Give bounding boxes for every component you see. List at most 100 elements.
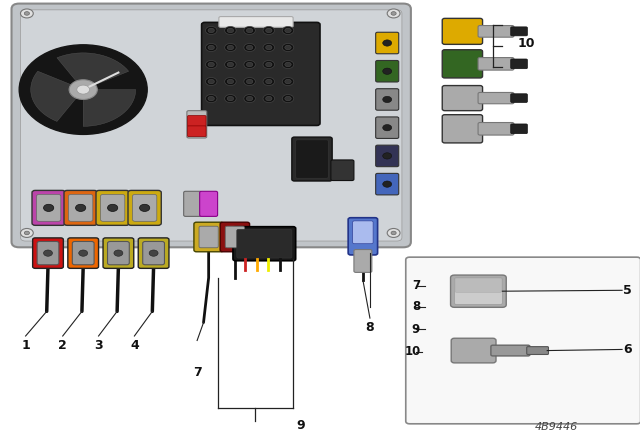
- FancyBboxPatch shape: [237, 229, 292, 258]
- FancyBboxPatch shape: [194, 222, 223, 252]
- Circle shape: [227, 45, 234, 50]
- Circle shape: [285, 79, 291, 84]
- FancyBboxPatch shape: [103, 238, 134, 268]
- Circle shape: [383, 96, 392, 103]
- FancyBboxPatch shape: [451, 275, 506, 307]
- Text: 1: 1: [21, 339, 30, 353]
- FancyBboxPatch shape: [406, 257, 640, 424]
- FancyBboxPatch shape: [331, 160, 354, 181]
- FancyBboxPatch shape: [442, 86, 483, 111]
- Text: 9: 9: [412, 323, 420, 336]
- FancyBboxPatch shape: [132, 194, 157, 221]
- Circle shape: [108, 204, 118, 211]
- FancyBboxPatch shape: [527, 347, 548, 354]
- Circle shape: [383, 68, 392, 74]
- Circle shape: [20, 9, 33, 18]
- FancyBboxPatch shape: [442, 115, 483, 143]
- Circle shape: [246, 28, 253, 33]
- Text: 10: 10: [517, 37, 534, 51]
- FancyBboxPatch shape: [376, 32, 399, 54]
- Circle shape: [227, 28, 234, 33]
- Circle shape: [208, 79, 214, 84]
- FancyBboxPatch shape: [454, 278, 502, 305]
- Circle shape: [208, 62, 214, 67]
- Circle shape: [263, 95, 275, 103]
- FancyBboxPatch shape: [187, 111, 207, 138]
- FancyBboxPatch shape: [442, 50, 483, 78]
- Text: 8: 8: [412, 300, 420, 314]
- Circle shape: [244, 78, 255, 86]
- Text: 8: 8: [365, 320, 374, 334]
- FancyBboxPatch shape: [188, 116, 206, 126]
- Circle shape: [285, 45, 291, 50]
- Circle shape: [391, 12, 396, 15]
- Polygon shape: [57, 53, 129, 85]
- Circle shape: [225, 26, 236, 34]
- FancyBboxPatch shape: [376, 117, 399, 138]
- Circle shape: [266, 96, 272, 101]
- Circle shape: [227, 62, 234, 67]
- FancyBboxPatch shape: [354, 250, 372, 272]
- FancyBboxPatch shape: [68, 238, 99, 268]
- Text: 4B9446: 4B9446: [535, 422, 579, 432]
- Circle shape: [208, 96, 214, 101]
- FancyBboxPatch shape: [200, 191, 218, 216]
- Circle shape: [263, 60, 275, 69]
- FancyBboxPatch shape: [202, 22, 320, 125]
- Circle shape: [244, 26, 255, 34]
- FancyBboxPatch shape: [376, 60, 399, 82]
- Circle shape: [227, 79, 234, 84]
- Circle shape: [225, 43, 236, 52]
- FancyBboxPatch shape: [12, 4, 411, 247]
- Circle shape: [266, 62, 272, 67]
- Text: 7: 7: [193, 366, 202, 379]
- Circle shape: [285, 96, 291, 101]
- FancyBboxPatch shape: [451, 338, 496, 363]
- Circle shape: [244, 95, 255, 103]
- FancyBboxPatch shape: [296, 140, 328, 178]
- Circle shape: [285, 62, 291, 67]
- Circle shape: [205, 60, 217, 69]
- Circle shape: [246, 45, 253, 50]
- Circle shape: [205, 26, 217, 34]
- Circle shape: [76, 204, 86, 211]
- FancyBboxPatch shape: [128, 190, 161, 225]
- FancyBboxPatch shape: [478, 58, 514, 70]
- FancyBboxPatch shape: [478, 26, 514, 37]
- Circle shape: [205, 95, 217, 103]
- FancyBboxPatch shape: [184, 191, 202, 216]
- Circle shape: [263, 78, 275, 86]
- FancyBboxPatch shape: [219, 17, 293, 27]
- Circle shape: [225, 78, 236, 86]
- FancyBboxPatch shape: [455, 278, 502, 293]
- FancyBboxPatch shape: [478, 122, 514, 135]
- FancyBboxPatch shape: [72, 241, 94, 265]
- Text: 3: 3: [94, 339, 103, 353]
- FancyBboxPatch shape: [68, 194, 93, 221]
- Circle shape: [77, 85, 90, 94]
- Text: 10: 10: [404, 345, 421, 358]
- Circle shape: [208, 28, 214, 33]
- Circle shape: [266, 45, 272, 50]
- Circle shape: [227, 96, 234, 101]
- FancyBboxPatch shape: [292, 137, 332, 181]
- FancyBboxPatch shape: [511, 27, 527, 36]
- Polygon shape: [83, 90, 136, 126]
- Circle shape: [387, 228, 400, 237]
- FancyBboxPatch shape: [37, 241, 59, 265]
- FancyBboxPatch shape: [376, 89, 399, 110]
- Text: 7: 7: [412, 279, 420, 293]
- Circle shape: [282, 26, 294, 34]
- FancyBboxPatch shape: [138, 238, 169, 268]
- FancyBboxPatch shape: [233, 227, 296, 261]
- FancyBboxPatch shape: [442, 18, 483, 44]
- Circle shape: [282, 78, 294, 86]
- Circle shape: [383, 153, 392, 159]
- Circle shape: [205, 43, 217, 52]
- Polygon shape: [31, 71, 76, 121]
- Circle shape: [44, 250, 52, 256]
- FancyBboxPatch shape: [478, 92, 514, 104]
- Circle shape: [263, 43, 275, 52]
- Circle shape: [383, 40, 392, 46]
- Circle shape: [246, 96, 253, 101]
